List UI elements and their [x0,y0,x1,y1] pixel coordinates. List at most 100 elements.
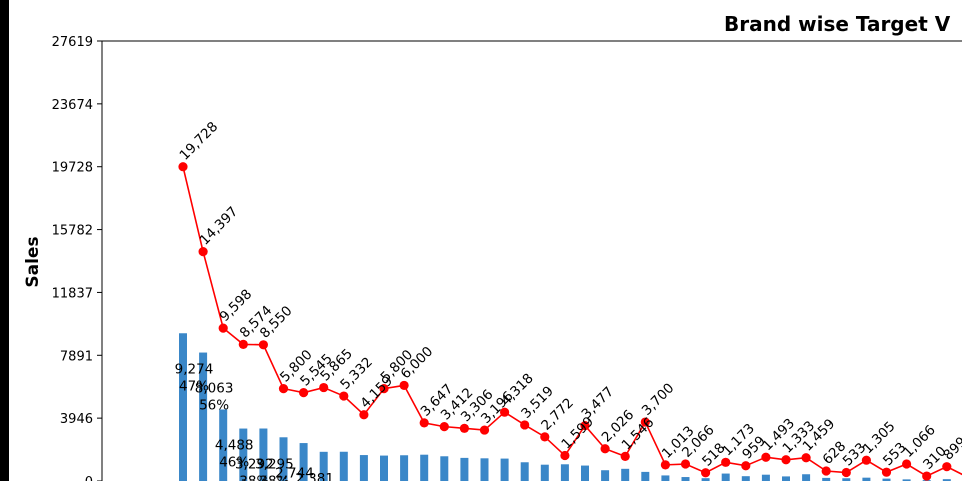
sales-bar [319,451,328,481]
target-point [701,468,711,478]
sales-bar [179,333,187,481]
target-point [319,382,329,393]
sales-bar [862,477,871,481]
sales-bar [460,457,469,481]
target-value-label: 3,477 [579,384,618,423]
chart-title: Brand wise Target V [724,12,951,36]
sales-bar [440,456,449,481]
target-point [821,466,831,476]
y-tick-label: 27619 [52,35,93,50]
target-point [881,467,892,477]
target-point [660,460,671,470]
y-tick-label: 19728 [52,161,93,176]
sales-bar [380,455,388,481]
achievement-pct-label: 56% [199,398,229,414]
target-point [299,388,309,398]
sales-bar [882,478,891,481]
sales-value-label: 2,744 [275,465,314,481]
target-point [278,383,289,394]
sales-bar [681,477,690,481]
target-point [379,383,389,394]
target-point [580,421,590,431]
target-point [218,323,228,333]
target-point [841,467,851,478]
sales-bar [299,443,308,481]
sales-value-label: 9,274 [175,361,214,377]
sales-bar [480,458,489,481]
achievement-pct-label: 38% [259,474,289,481]
y-axis-label: Sales [23,236,43,287]
sales-bar [741,476,750,481]
sales-bar [540,464,549,481]
sales-value-label: 4,488 [215,438,254,454]
sales-bar [259,428,268,481]
target-point [540,432,550,442]
sales-bar [621,468,630,481]
sales-bar [520,462,529,481]
target-point [359,410,369,420]
sales-value-label: 2,381 [295,471,334,481]
sales-bar [942,479,951,481]
achievement-pct-label: 38% [239,474,269,481]
target-point [258,340,268,350]
y-tick-label: 23674 [52,98,93,113]
target-value-label: 3,700 [639,380,678,419]
target-point [781,455,791,465]
target-point [560,450,570,461]
target-point [520,420,530,430]
y-tick-label: 3946 [60,412,93,427]
sales-bar [219,409,228,481]
target-point [902,459,912,469]
sales-bar [782,476,790,481]
sales-bar [721,473,730,481]
sales-bar [400,455,409,481]
y-tick-label: 11837 [52,286,93,301]
sales-bar [802,474,811,481]
sales-bar [822,477,831,481]
sales-bar [842,478,851,481]
sales-bar [661,475,670,481]
target-point [922,471,932,481]
target-point [761,452,771,462]
sales-bar [581,465,589,481]
y-tick-label: 0 [85,475,93,481]
sales-bar [641,471,650,481]
sales-bar [701,478,710,481]
target-value-label: 19,728 [177,119,222,164]
achievement-pct-label: 47% [179,378,209,394]
target-point [721,457,731,467]
sales-bar [339,451,348,481]
sales-bar [199,352,208,481]
target-point [419,418,429,428]
sales-bar [500,458,509,481]
target-point [439,422,449,432]
target-point [339,391,349,401]
sales-bar [560,464,569,481]
sales-bar [420,454,429,481]
sales-value-label: 1,836 [335,480,374,481]
sales-bar [601,470,610,481]
sales-bar [239,428,248,481]
target-point [479,425,490,435]
target-point [178,162,188,172]
target-point [801,453,811,463]
target-point [680,459,691,469]
target-point [198,247,208,257]
sales-value-label: 3,295 [255,457,294,473]
y-tick-label: 7891 [60,349,93,364]
sales-value-label: 1,832 [315,480,354,481]
target-point [741,461,751,471]
target-point [861,455,872,465]
window-edge [0,0,9,481]
sales-bar [902,479,911,481]
sales-value-label: 8,063 [195,381,234,397]
sales-bar [359,455,368,481]
target-point [942,462,952,472]
sales-value-label: 3,292 [235,457,274,473]
target-point [640,417,650,427]
y-tick-label: 15782 [52,224,93,239]
achievement-pct-label: 46% [219,455,249,471]
target-value-label: 14,397 [197,204,242,249]
target-point [600,444,610,454]
